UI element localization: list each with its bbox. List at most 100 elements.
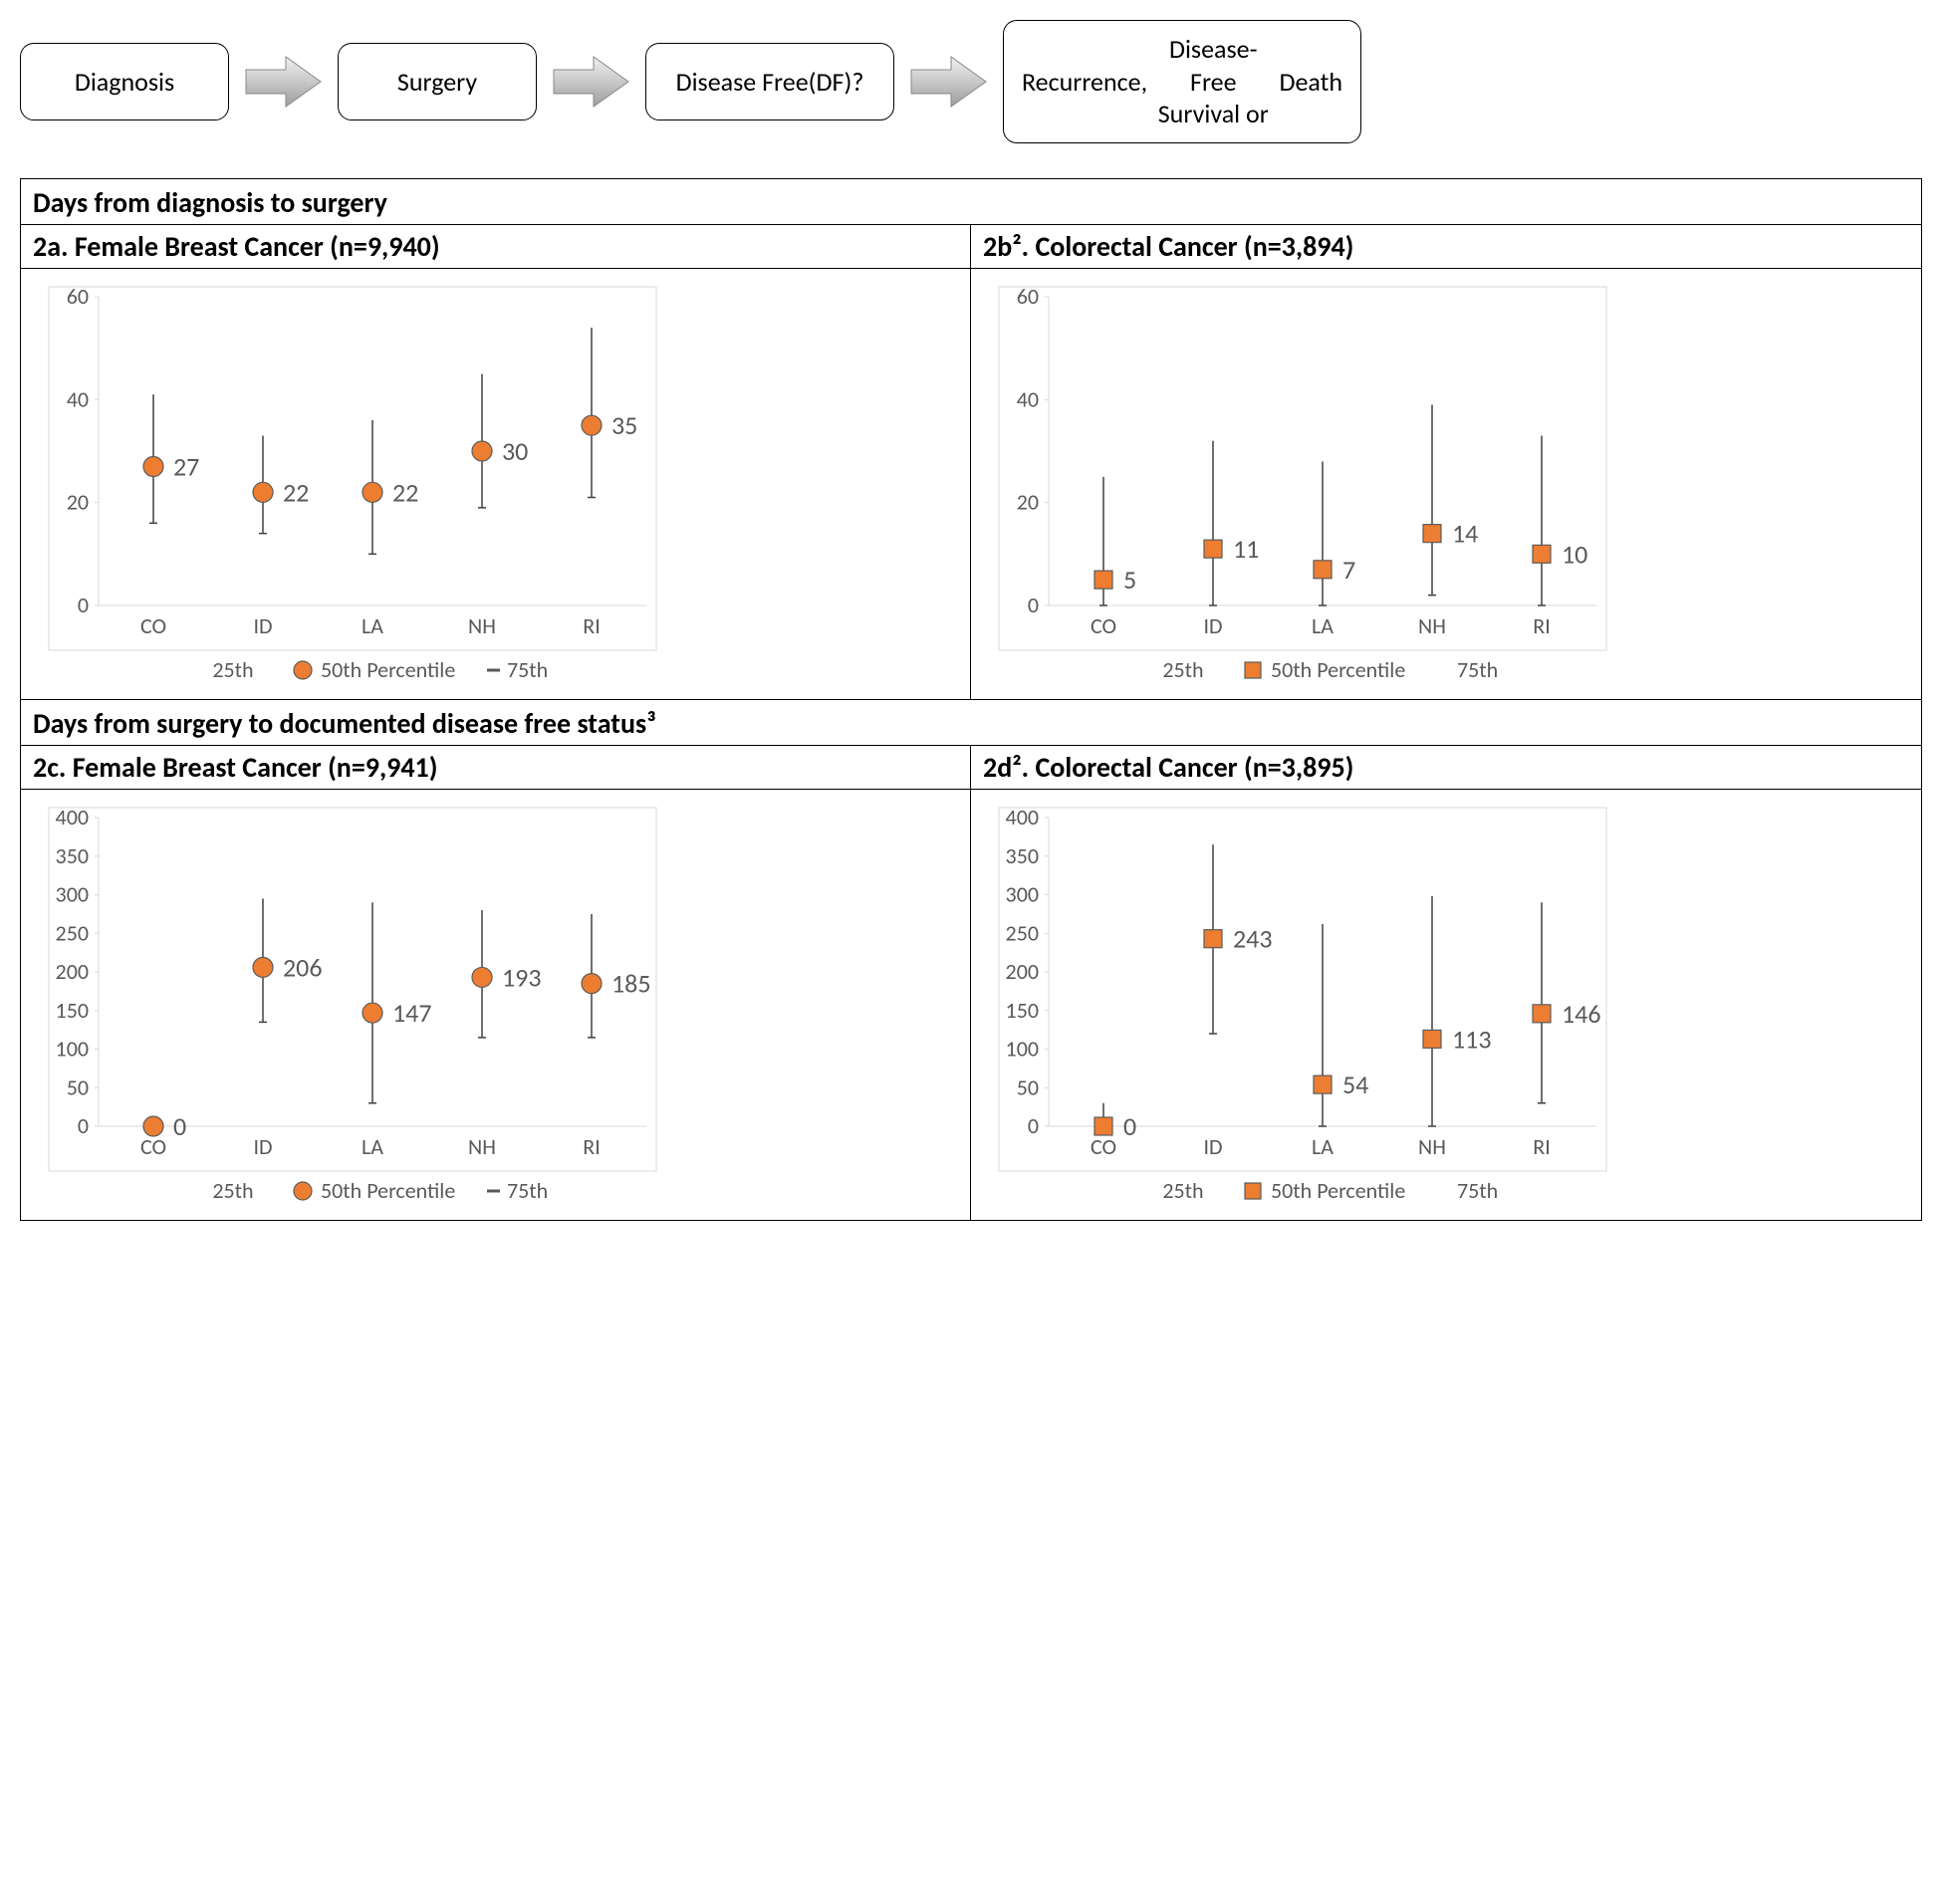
- value-label: 30: [502, 435, 528, 467]
- flow-box: Surgery: [338, 43, 537, 120]
- ytick-label: 200: [1006, 958, 1039, 985]
- data-marker: [1314, 560, 1332, 578]
- ytick-label: 60: [1017, 283, 1039, 310]
- legend-50th: 50th Percentile: [1271, 1177, 1405, 1204]
- category-label: CO: [140, 612, 166, 639]
- ytick-label: 60: [67, 283, 89, 310]
- category-label: RI: [583, 1133, 601, 1160]
- ytick-label: 300: [1006, 880, 1039, 907]
- chart-container: 0501001502002503003504000CO206ID147LA193…: [21, 790, 970, 1220]
- data-marker: [582, 415, 602, 435]
- value-label: 7: [1342, 553, 1355, 585]
- panel-table: Days from diagnosis to surgery2a. Female…: [20, 178, 1922, 1221]
- chart-container: 020406027CO22ID22LA30NH35RI25th50th Perc…: [21, 269, 970, 699]
- arrow-icon: [549, 52, 633, 112]
- category-label: RI: [1533, 612, 1551, 639]
- category-label: RI: [583, 612, 601, 639]
- legend-50th: 50th Percentile: [321, 656, 455, 683]
- panel-title: 2a. Female Breast Cancer (n=9,940): [21, 225, 970, 269]
- category-label: NH: [1418, 612, 1446, 639]
- ytick-label: 0: [1028, 1112, 1039, 1139]
- ytick-label: 40: [67, 385, 89, 412]
- category-label: NH: [468, 612, 496, 639]
- value-label: 193: [502, 961, 542, 993]
- category-label: ID: [253, 1133, 272, 1160]
- value-label: 243: [1233, 922, 1273, 954]
- value-label: 206: [283, 951, 323, 983]
- value-label: 5: [1123, 564, 1136, 595]
- chart-container: 02040605CO11ID7LA14NH10RI25th50th Percen…: [971, 269, 1921, 699]
- ytick-label: 100: [1006, 1035, 1039, 1062]
- data-marker: [1423, 524, 1441, 542]
- legend-50th: 50th Percentile: [1271, 656, 1405, 683]
- data-marker: [363, 482, 382, 502]
- ytick-label: 150: [1006, 996, 1039, 1023]
- arrow-icon: [241, 52, 326, 112]
- legend-75th: 75th: [1457, 656, 1498, 683]
- data-marker: [1423, 1030, 1441, 1048]
- ytick-label: 250: [56, 919, 89, 946]
- legend-25th: 25th: [1162, 656, 1203, 683]
- data-marker: [1314, 1075, 1332, 1093]
- value-label: 0: [1123, 1110, 1136, 1142]
- value-label: 54: [1342, 1069, 1368, 1100]
- flow-box: Recurrence,Disease-Free Survival orDeath: [1003, 20, 1361, 143]
- panel-title: 2d². Colorectal Cancer (n=3,895): [971, 746, 1921, 790]
- category-label: LA: [1312, 612, 1334, 639]
- value-label: 185: [611, 967, 651, 999]
- data-marker: [143, 456, 163, 476]
- flow-box-line: Recurrence,: [1022, 66, 1147, 99]
- ytick-label: 400: [56, 804, 89, 831]
- flow-box-line: Disease Free: [676, 66, 809, 99]
- ytick-label: 100: [56, 1035, 89, 1062]
- legend-25th: 25th: [212, 1177, 253, 1204]
- legend-25th: 25th: [1162, 1177, 1203, 1204]
- ytick-label: 50: [1017, 1073, 1039, 1100]
- ytick-label: 0: [78, 1112, 89, 1139]
- chart-2a: 020406027CO22ID22LA30NH35RI25th50th Perc…: [29, 277, 666, 695]
- data-marker: [472, 441, 492, 461]
- category-label: NH: [1418, 1133, 1446, 1160]
- value-label: 147: [392, 997, 432, 1029]
- value-label: 35: [611, 409, 637, 441]
- data-marker: [1533, 545, 1551, 563]
- flow-box-line: Death: [1279, 66, 1342, 99]
- data-marker: [1204, 540, 1222, 558]
- value-label: 0: [173, 1110, 186, 1142]
- category-label: ID: [1203, 612, 1222, 639]
- ytick-label: 0: [78, 592, 89, 618]
- flow-box-line: Diagnosis: [75, 66, 174, 99]
- category-label: LA: [362, 1133, 383, 1160]
- section-title: Days from diagnosis to surgery: [21, 179, 1921, 225]
- legend-50th: 50th Percentile: [321, 1177, 455, 1204]
- legend-75th: 75th: [1457, 1177, 1498, 1204]
- ytick-label: 350: [1006, 841, 1039, 868]
- chart-2c: 0501001502002503003504000CO206ID147LA193…: [29, 798, 666, 1216]
- ytick-label: 400: [1006, 804, 1039, 831]
- data-marker: [363, 1003, 382, 1023]
- ytick-label: 0: [1028, 592, 1039, 618]
- ytick-label: 300: [56, 880, 89, 907]
- value-label: 10: [1562, 538, 1587, 570]
- value-label: 22: [283, 476, 309, 508]
- data-marker: [253, 957, 273, 977]
- chart-2b: 02040605CO11ID7LA14NH10RI25th50th Percen…: [979, 277, 1616, 695]
- flow-box: Diagnosis: [20, 43, 229, 120]
- ytick-label: 40: [1017, 385, 1039, 412]
- data-marker: [253, 482, 273, 502]
- flow-box-line: (DF)?: [809, 66, 864, 99]
- data-marker: [472, 967, 492, 987]
- category-label: CO: [1091, 1133, 1116, 1160]
- data-marker: [1533, 1004, 1551, 1022]
- legend-25th: 25th: [212, 656, 253, 683]
- data-marker: [1204, 929, 1222, 947]
- legend-75th: 75th: [507, 656, 548, 683]
- category-label: NH: [468, 1133, 496, 1160]
- category-label: RI: [1533, 1133, 1551, 1160]
- ytick-label: 350: [56, 841, 89, 868]
- data-marker: [1094, 571, 1112, 589]
- category-label: LA: [362, 612, 383, 639]
- value-label: 22: [392, 476, 418, 508]
- ytick-label: 50: [67, 1073, 89, 1100]
- section-title: Days from surgery to documented disease …: [21, 700, 1921, 746]
